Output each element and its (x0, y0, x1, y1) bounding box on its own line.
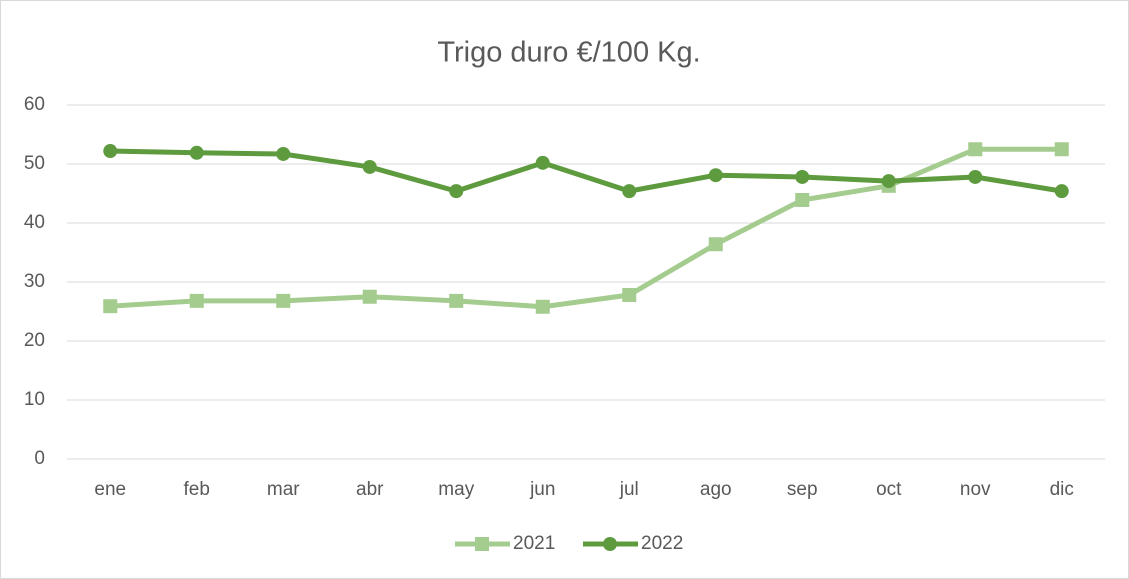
y-tick-label: 50 (24, 153, 45, 174)
point (1054, 184, 1069, 199)
y-tick-label: 20 (24, 330, 45, 351)
x-tick-label: ago (700, 479, 732, 500)
point (708, 168, 723, 183)
x-tick-label: oct (876, 479, 902, 500)
point (708, 237, 723, 252)
series-line (110, 148, 1063, 194)
x-tick-label: may (438, 479, 474, 500)
point (103, 144, 118, 159)
point (968, 142, 983, 157)
y-tick-label: 0 (34, 448, 45, 469)
y-tick-label: 40 (24, 212, 45, 233)
point (795, 192, 810, 207)
point (1054, 142, 1069, 157)
x-tick-label: nov (960, 479, 991, 500)
chart-title: Trigo duro €/100 Kg. (437, 37, 700, 69)
point (362, 289, 377, 304)
x-tick-label: ene (94, 479, 126, 500)
legend-marker (475, 537, 489, 551)
y-tick-label: 10 (24, 389, 45, 410)
point (449, 293, 464, 308)
point (881, 174, 896, 189)
x-tick-label: sep (787, 479, 818, 500)
point (968, 169, 983, 184)
x-tick-label: dic (1050, 479, 1074, 500)
legend-label: 2021 (513, 533, 555, 554)
point (103, 299, 118, 314)
x-tick-label: mar (267, 479, 300, 500)
legend-label: 2022 (641, 533, 683, 554)
x-tick-label: jul (619, 479, 639, 500)
point (362, 159, 377, 174)
point (189, 293, 204, 308)
y-tick-label: 30 (24, 271, 45, 292)
x-tick-label: abr (356, 479, 384, 500)
point (535, 155, 550, 170)
y-tick-label: 60 (24, 94, 45, 115)
point (276, 293, 291, 308)
point (189, 145, 204, 160)
point (622, 184, 637, 199)
point (795, 169, 810, 184)
point (622, 287, 637, 302)
x-tick-label: feb (184, 479, 210, 500)
point (276, 146, 291, 161)
point (535, 299, 550, 314)
legend-marker (603, 537, 617, 551)
x-tick-label: jun (529, 479, 555, 500)
point (449, 184, 464, 199)
